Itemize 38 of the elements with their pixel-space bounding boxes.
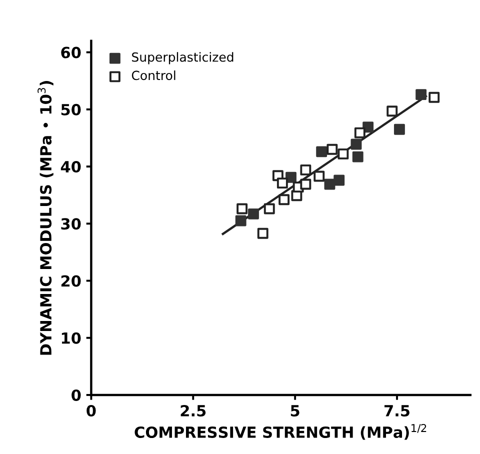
point [324,178,336,190]
point [276,178,288,189]
x-tick-label: 5 [290,405,300,417]
point [300,178,312,190]
point [278,194,290,206]
point [428,92,440,103]
point [338,148,349,160]
x-tick-label: 0 [86,404,96,417]
point [314,170,325,182]
x-axis-title: COMPRESSIVE STRENGTH (MPa)$^{1/2}$ [134,424,426,440]
point [326,144,338,155]
point [352,151,364,162]
point [264,203,275,214]
point [394,124,405,135]
x-tick-label: 2.5 [180,404,206,417]
y-tick-label: 30 [61,218,81,230]
point [300,164,312,176]
y-tick-label: 40 [60,160,81,173]
point [386,106,398,117]
y-tick-label: 10 [62,332,81,344]
point [236,203,248,214]
y-tick-label: 20 [61,275,81,287]
legend-label: Control [132,70,176,80]
point [354,127,366,138]
point [362,122,374,133]
point [235,215,246,226]
point [416,89,427,100]
y-tick-label: 50 [61,104,81,116]
point [257,228,268,239]
y-axis-title: DYNAMIC MODULUS (MPa • 10$^{3}$) [38,81,54,355]
y-tick-label: 60 [61,46,81,58]
point [334,174,345,186]
point [350,138,362,150]
y-tick-label: 0 [72,389,81,401]
point [248,208,259,220]
x-tick-label: 7.5 [384,405,410,417]
point [316,146,328,158]
legend-label: Superplasticized [132,52,234,64]
